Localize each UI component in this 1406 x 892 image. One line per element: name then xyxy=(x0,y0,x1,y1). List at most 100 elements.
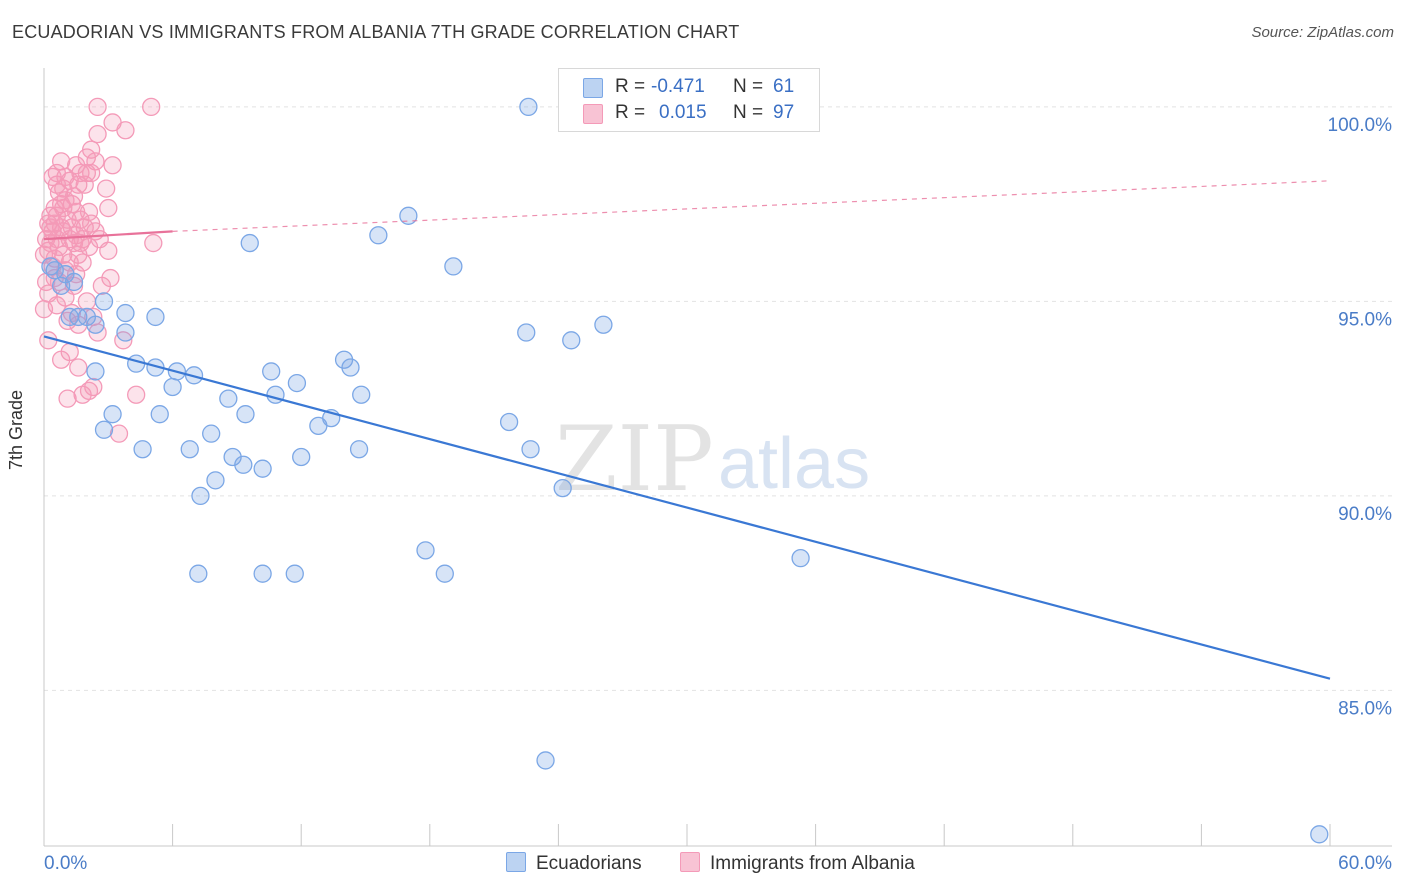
watermark-zip: ZIP xyxy=(555,407,714,512)
ecuadorians-point xyxy=(180,440,199,459)
legend-n-value-ecuadorians: 61 xyxy=(773,76,795,97)
bottom-legend-swatch-albania xyxy=(680,852,700,872)
y-tick-label: 90.0% xyxy=(1338,504,1392,525)
x-tick-label-min: 0.0% xyxy=(44,853,87,874)
bottom-legend-label-albania: Immigrants from Albania xyxy=(710,853,915,874)
correlation-legend: R = -0.471 N = 61 R = 0.015 N = 97 xyxy=(558,68,820,132)
albania-point xyxy=(47,175,67,194)
ecuadorians-point xyxy=(234,455,253,474)
albania-point xyxy=(64,233,84,253)
albania-trend-line-solid xyxy=(43,230,173,241)
albania-point xyxy=(127,385,146,404)
ecuadorians-trend-line xyxy=(43,335,1331,680)
ecuadorians-point xyxy=(521,440,540,459)
ecuadorians-point xyxy=(86,315,105,334)
albania-point xyxy=(109,424,129,443)
albania-point xyxy=(34,300,54,319)
ecuadorians-point xyxy=(219,389,238,408)
ecuadorians-point xyxy=(435,564,454,583)
ecuadorians-point xyxy=(292,447,311,467)
watermark-atlas: atlas xyxy=(718,424,870,504)
ecuadorians-point xyxy=(94,420,114,439)
albania-point xyxy=(75,175,94,194)
albania-point xyxy=(58,389,77,408)
ecuadorians-point xyxy=(253,564,272,583)
ecuadorians-point xyxy=(116,303,135,323)
legend-r-label: R = xyxy=(615,76,646,97)
ecuadorians-point xyxy=(206,471,225,490)
bottom-legend-swatch-ecuadorians xyxy=(506,852,526,872)
albania-point xyxy=(116,121,135,140)
series-ecuadorians-points xyxy=(41,97,1329,844)
ecuadorians-point xyxy=(116,323,135,342)
ecuadorians-point xyxy=(163,377,182,397)
albania-point xyxy=(73,253,92,272)
ecuadorians-point xyxy=(553,478,572,498)
ecuadorians-point xyxy=(416,541,435,560)
ecuadorians-point xyxy=(444,257,463,276)
ecuadorians-point xyxy=(519,97,538,117)
ecuadorians-point xyxy=(103,405,122,424)
ecuadorians-point xyxy=(369,226,388,245)
ecuadorians-point xyxy=(517,323,536,342)
albania-point xyxy=(97,179,116,198)
ecuadorians-point xyxy=(189,564,208,583)
x-tick-label-max: 60.0% xyxy=(1338,853,1392,874)
ecuadorians-point xyxy=(341,358,360,377)
ecuadorians-point xyxy=(202,424,221,443)
ecuadorians-point xyxy=(41,257,60,276)
albania-point xyxy=(92,276,112,295)
bottom-legend-albania: Immigrants from Albania xyxy=(680,852,915,875)
tick-labels: 100.0% 95.0% 90.0% 85.0% 0.0% 60.0% xyxy=(44,115,1392,874)
ecuadorians-point xyxy=(240,233,259,253)
grid-lines xyxy=(44,106,1392,691)
axes xyxy=(43,68,1392,847)
albania-point xyxy=(103,156,122,175)
albania-point xyxy=(99,241,118,260)
ecuadorians-point xyxy=(236,405,255,424)
albania-point xyxy=(82,163,101,183)
albania-point xyxy=(69,175,88,194)
ecuadorians-point xyxy=(536,751,555,770)
albania-point xyxy=(88,124,107,144)
y-tick-label: 85.0% xyxy=(1338,698,1392,719)
albania-point xyxy=(142,97,161,117)
ecuadorians-point xyxy=(262,362,281,381)
ecuadorians-point xyxy=(287,373,307,393)
albania-point xyxy=(51,350,71,369)
trend-lines xyxy=(43,180,1331,680)
legend-r-label: R = xyxy=(615,102,646,123)
ecuadorians-point xyxy=(285,564,304,583)
ecuadorians-point xyxy=(86,362,105,381)
ecuadorians-point xyxy=(133,440,152,459)
albania-point xyxy=(71,233,90,253)
ecuadorians-point xyxy=(791,548,810,568)
bottom-legend-label-ecuadorians: Ecuadorians xyxy=(536,853,642,874)
chart-title: ECUADORIAN VS IMMIGRANTS FROM ALBANIA 7T… xyxy=(12,22,740,42)
albania-point xyxy=(144,233,163,253)
legend-n-label: N = xyxy=(733,102,764,123)
legend-swatch-ecuadorians xyxy=(583,78,603,98)
ecuadorians-point xyxy=(499,412,519,432)
albania-point xyxy=(34,245,54,264)
ecuadorians-point xyxy=(146,307,165,327)
bottom-legend-ecuadorians: Ecuadorians xyxy=(506,852,642,875)
series-albania-points xyxy=(34,97,163,443)
ecuadorians-point xyxy=(349,440,369,459)
legend-r-value-ecuadorians: -0.471 xyxy=(651,76,705,97)
y-tick-label: 95.0% xyxy=(1338,309,1392,330)
ecuadorians-point xyxy=(253,459,272,478)
ecuadorians-point xyxy=(60,307,79,327)
ecuadorians-point xyxy=(352,385,371,404)
ecuadorians-point xyxy=(150,405,169,424)
albania-point xyxy=(88,97,107,117)
chart-source: Source: ZipAtlas.com xyxy=(1251,24,1394,41)
albania-point xyxy=(99,198,118,218)
ecuadorians-point xyxy=(594,315,613,334)
ecuadorians-point xyxy=(94,292,114,311)
ecuadorians-point xyxy=(64,272,84,292)
albania-point xyxy=(69,358,88,377)
ecuadorians-point xyxy=(562,331,581,350)
y-tick-label: 100.0% xyxy=(1328,115,1393,136)
